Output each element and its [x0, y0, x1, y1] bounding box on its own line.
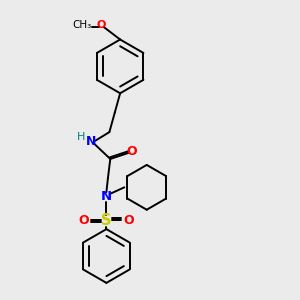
Text: O: O — [97, 20, 106, 30]
Text: O: O — [127, 145, 137, 158]
Text: N: N — [101, 190, 112, 203]
Text: O: O — [124, 214, 134, 227]
Text: H: H — [77, 133, 86, 142]
Text: O: O — [78, 214, 89, 227]
Text: CH₃: CH₃ — [72, 20, 91, 30]
Text: N: N — [86, 134, 96, 148]
Text: S: S — [101, 213, 112, 228]
